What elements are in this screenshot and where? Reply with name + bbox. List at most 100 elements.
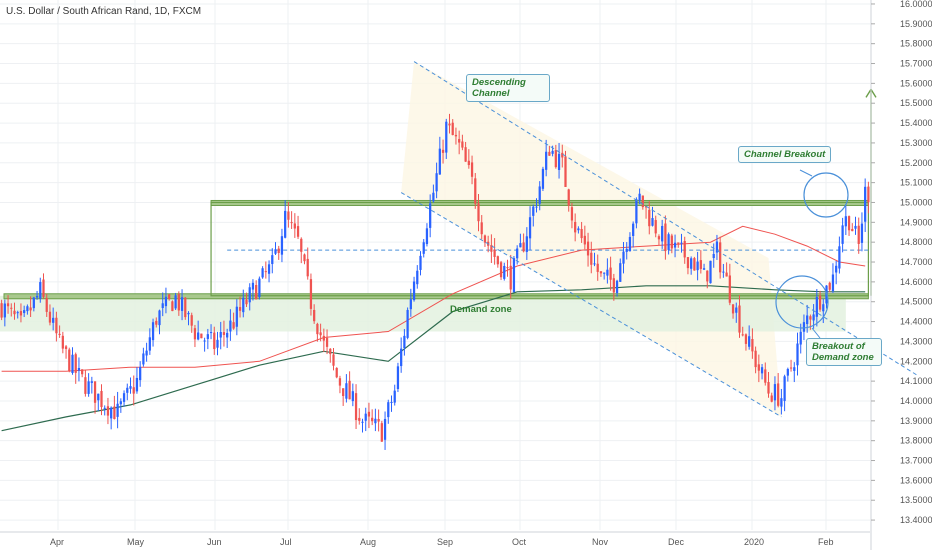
candle-body bbox=[209, 332, 213, 334]
time-axis[interactable]: Apr May Jun Jul Aug Sep Oct Nov Dec 2020 Feb bbox=[0, 531, 870, 547]
candle bbox=[831, 263, 835, 293]
candle-body bbox=[100, 390, 103, 408]
candle-body bbox=[248, 287, 251, 303]
candle bbox=[271, 248, 274, 274]
candle-body bbox=[503, 265, 506, 279]
candle-body bbox=[319, 332, 322, 336]
candle-body bbox=[789, 367, 793, 369]
candle-body bbox=[719, 242, 722, 273]
candle bbox=[638, 188, 641, 205]
candle bbox=[464, 141, 467, 162]
candle bbox=[93, 381, 97, 414]
price-tick-label: 14.20000 bbox=[900, 356, 932, 366]
candle bbox=[506, 259, 509, 277]
candle-body bbox=[306, 258, 309, 277]
candle bbox=[822, 298, 825, 324]
demand-zone-area bbox=[0, 295, 846, 332]
candle-body bbox=[158, 310, 161, 326]
candle bbox=[351, 383, 354, 407]
candle-body bbox=[548, 151, 551, 156]
candle bbox=[532, 204, 535, 227]
candle bbox=[61, 331, 64, 354]
candle-body bbox=[828, 282, 831, 290]
candle-body bbox=[467, 160, 470, 166]
candle bbox=[35, 290, 39, 300]
candle-body bbox=[635, 199, 638, 224]
candle bbox=[58, 325, 61, 338]
candle-body bbox=[345, 383, 348, 399]
candle bbox=[52, 307, 55, 331]
candle-body bbox=[580, 229, 583, 239]
candle bbox=[296, 215, 300, 240]
candle bbox=[264, 261, 267, 279]
candle-body bbox=[509, 265, 512, 290]
candle-body bbox=[770, 395, 773, 402]
candle bbox=[74, 352, 77, 384]
candle bbox=[545, 139, 548, 177]
candle-body bbox=[648, 209, 651, 227]
candle-body bbox=[760, 367, 764, 374]
candle-body bbox=[535, 206, 538, 208]
candle-body bbox=[480, 222, 483, 235]
candle-body bbox=[238, 307, 242, 311]
candle-body bbox=[229, 320, 232, 332]
candle bbox=[731, 303, 735, 319]
candle bbox=[786, 367, 789, 382]
candle bbox=[412, 276, 416, 302]
candle-body bbox=[309, 279, 313, 309]
candle-body bbox=[783, 376, 786, 401]
candle bbox=[329, 348, 332, 363]
candle bbox=[309, 273, 313, 316]
price-tick-label: 13.80000 bbox=[900, 436, 932, 446]
candle bbox=[764, 362, 767, 386]
candle-body bbox=[135, 377, 139, 392]
candle bbox=[103, 405, 106, 416]
candle bbox=[641, 195, 644, 210]
candle bbox=[777, 373, 780, 408]
candle bbox=[316, 322, 319, 342]
candle-body bbox=[796, 343, 799, 366]
candle bbox=[619, 258, 622, 282]
candle-body bbox=[0, 303, 3, 318]
candle bbox=[319, 323, 322, 342]
candle-body bbox=[87, 381, 90, 394]
candle-body bbox=[812, 314, 815, 321]
candle bbox=[71, 347, 74, 375]
candle bbox=[383, 411, 387, 450]
annotation-demand-breakout: Breakout of Demand zone bbox=[806, 338, 882, 366]
candle-body bbox=[847, 216, 851, 231]
time-tick-label: Jun bbox=[207, 537, 222, 547]
price-tick-label: 13.60000 bbox=[900, 475, 932, 485]
price-tick-label: 15.70000 bbox=[900, 59, 932, 69]
candle bbox=[667, 232, 670, 255]
candle bbox=[844, 205, 847, 236]
candle bbox=[496, 255, 499, 268]
candle-body bbox=[145, 350, 148, 356]
candle-body bbox=[545, 151, 548, 170]
candle-body bbox=[583, 235, 586, 245]
candle-body bbox=[661, 225, 664, 242]
candle bbox=[438, 136, 441, 175]
candle bbox=[615, 279, 619, 297]
candle-body bbox=[193, 328, 197, 340]
candle bbox=[528, 206, 532, 251]
candle-body bbox=[664, 223, 667, 252]
candle-body bbox=[822, 304, 825, 312]
price-tick-label: 13.70000 bbox=[900, 456, 932, 466]
candle bbox=[10, 303, 13, 317]
candle bbox=[248, 283, 251, 311]
candle bbox=[673, 234, 677, 258]
candle-body bbox=[322, 335, 325, 341]
candle-body bbox=[190, 315, 193, 326]
candle-body bbox=[815, 296, 818, 317]
candle-body bbox=[809, 316, 812, 320]
candle bbox=[190, 312, 193, 333]
candle bbox=[87, 373, 90, 397]
candle bbox=[580, 221, 583, 243]
price-axis[interactable]: 16.00000 15.90000 15.80000 15.70000 15.60000… bbox=[870, 0, 932, 550]
candle bbox=[358, 408, 361, 425]
candle bbox=[238, 296, 242, 318]
candle bbox=[586, 232, 590, 267]
candle bbox=[699, 250, 702, 274]
